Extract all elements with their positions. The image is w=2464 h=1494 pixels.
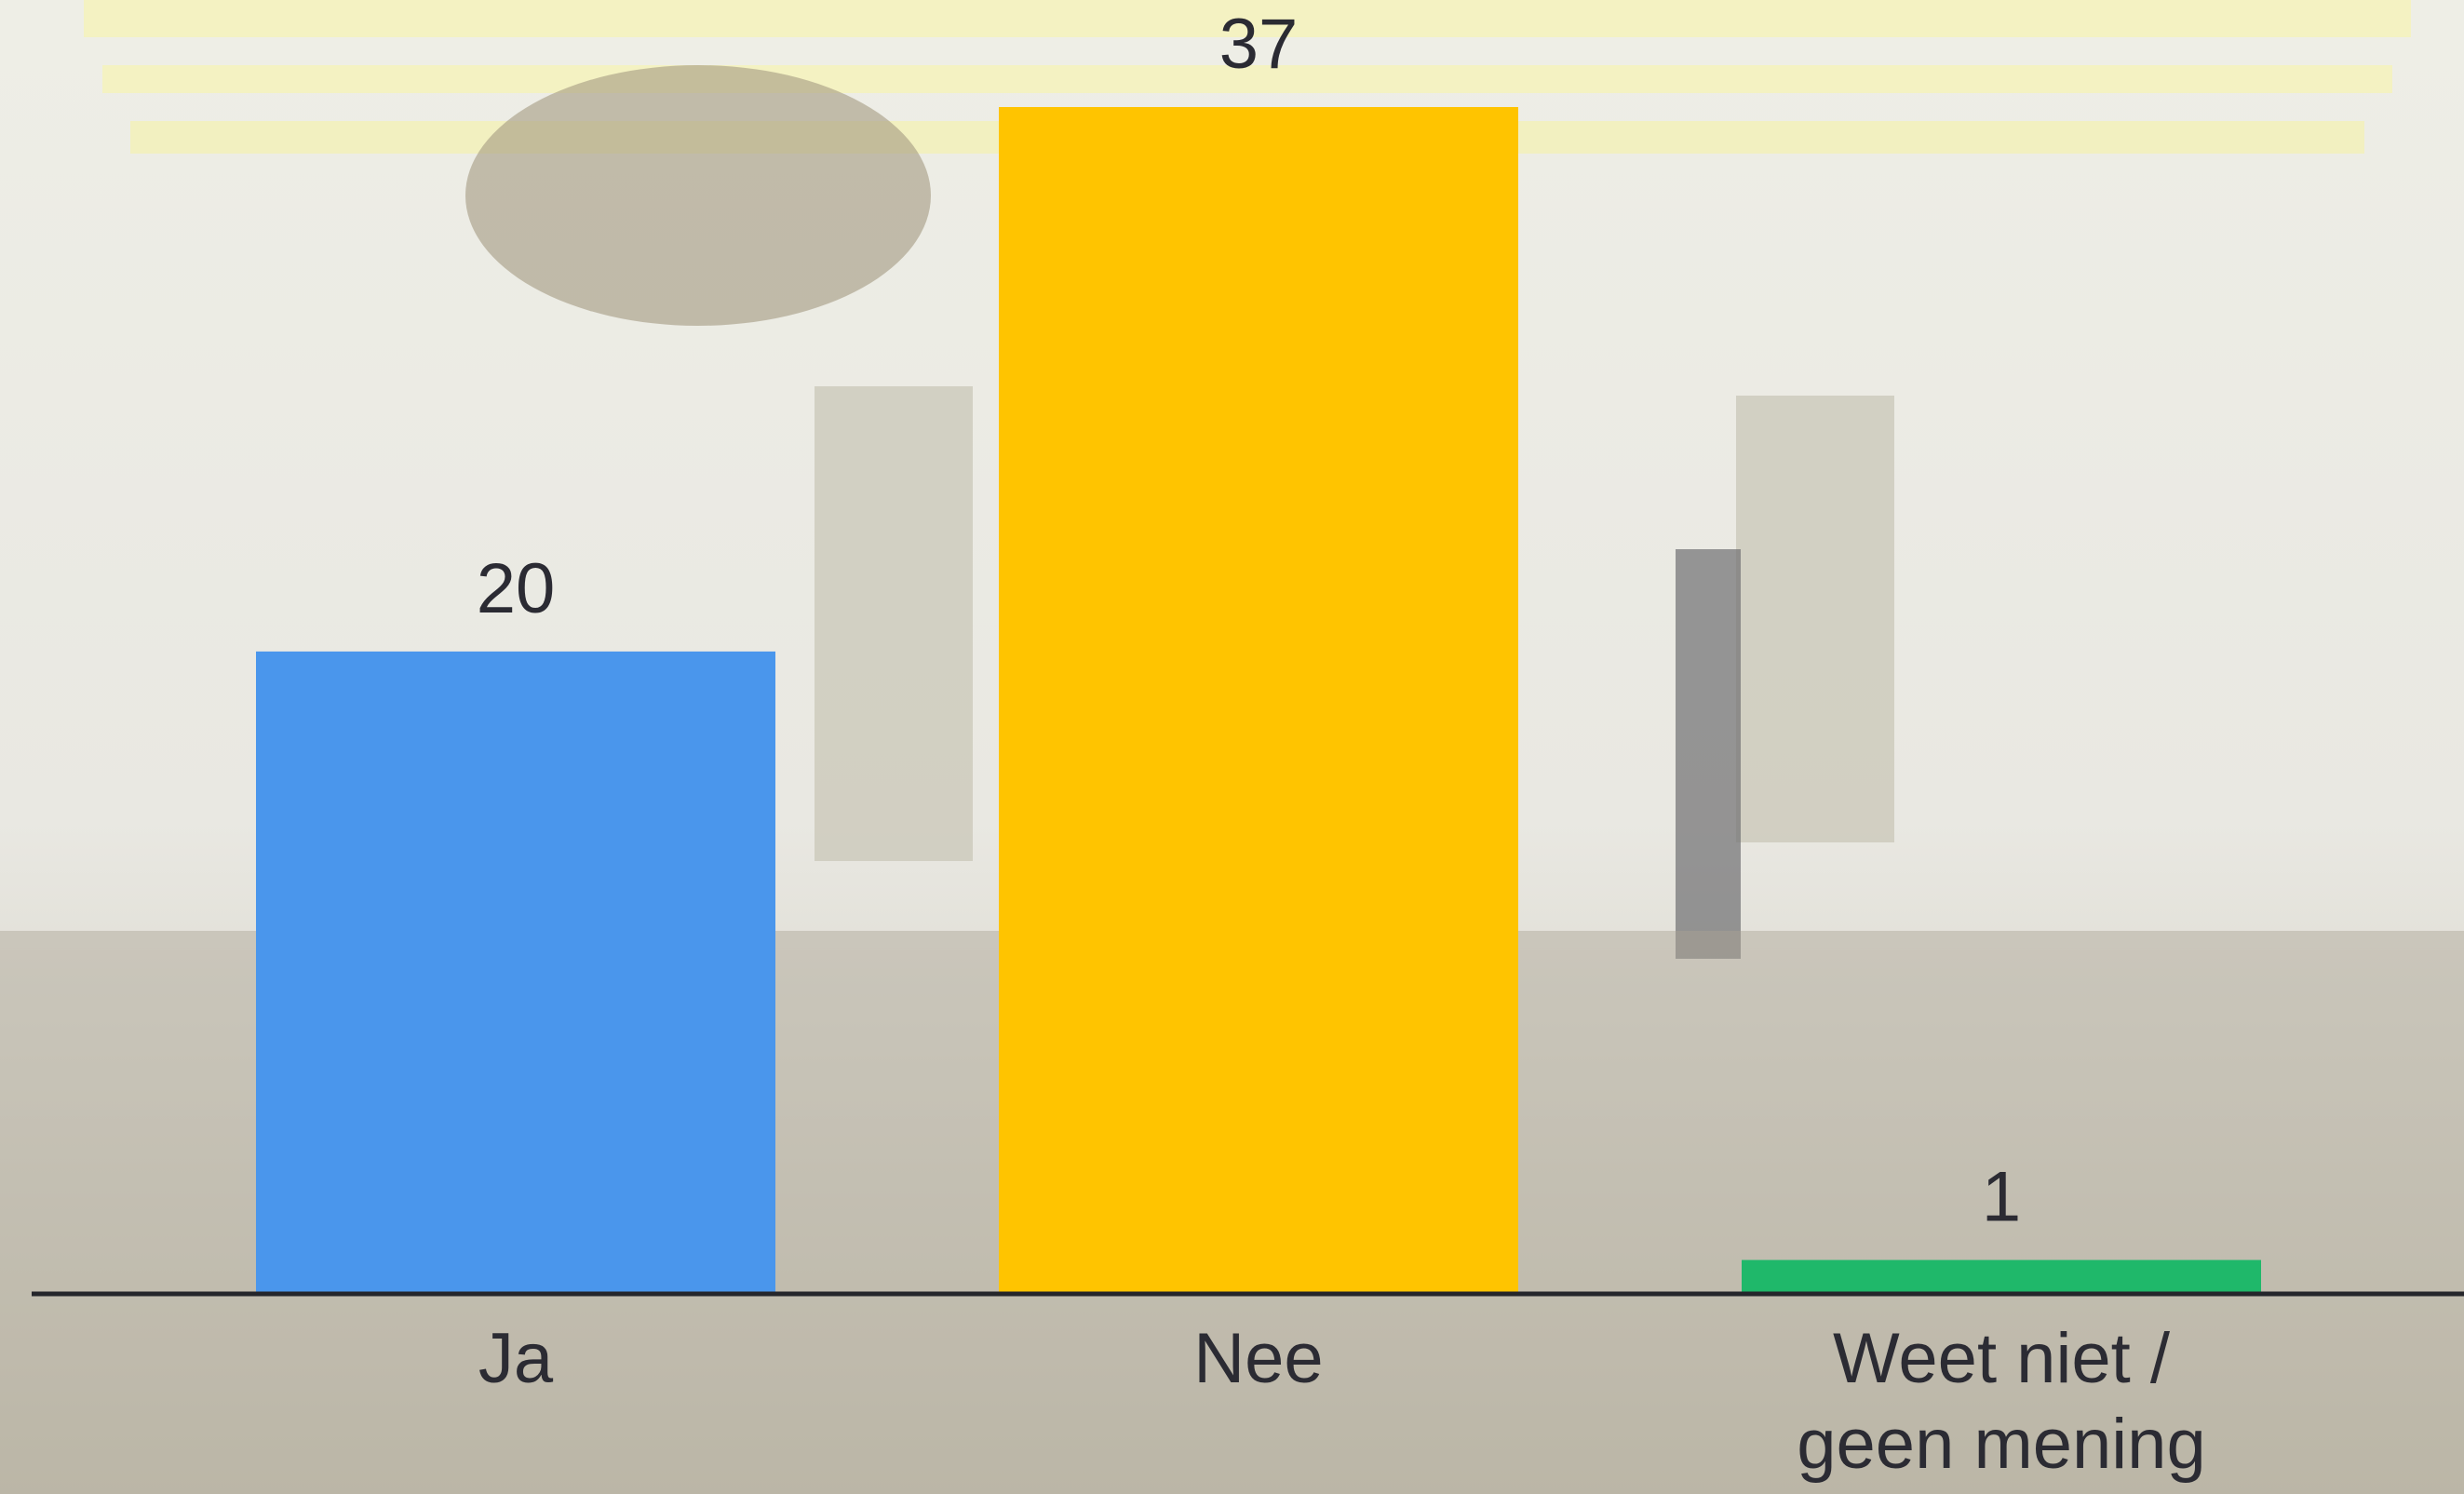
ceiling-light	[84, 0, 2411, 37]
bar	[1742, 1259, 2261, 1292]
category-label: Ja	[478, 1319, 554, 1398]
ceiling-light	[102, 65, 2392, 93]
value-label: 20	[477, 549, 556, 628]
category-label: Nee	[1193, 1319, 1324, 1398]
category-label: Weet niet / geen mening	[1797, 1319, 2206, 1484]
banner	[1736, 396, 1894, 842]
lamp	[465, 65, 931, 326]
banner	[815, 386, 973, 861]
bar	[999, 107, 1518, 1292]
bar	[256, 651, 775, 1292]
value-label: 37	[1219, 5, 1299, 84]
speaker	[1676, 549, 1741, 959]
value-label: 1	[1982, 1158, 2021, 1237]
